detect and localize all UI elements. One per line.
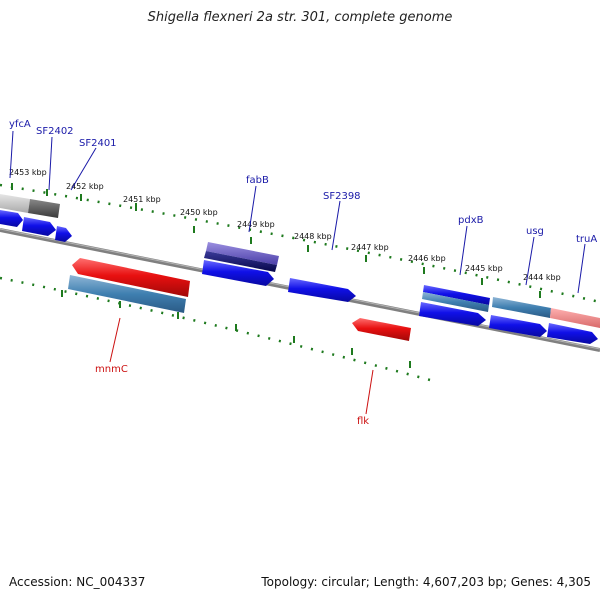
gene-block-pdxB[interactable] [419,302,486,326]
feature-block-grey[interactable] [0,194,30,213]
accession-text: Accession: NC_004337 [9,575,146,589]
gene-block-pdxB-top[interactable] [423,285,490,305]
gene-block-pdxB-mid[interactable] [422,292,489,312]
gene-label-mnmC[interactable]: mnmC [95,364,128,375]
scale-label: 2444 kbp [523,273,561,282]
gene-block-truA[interactable] [547,323,598,344]
gene-block-SF2402[interactable] [22,217,56,236]
gene-label-SF2401[interactable]: SF2401 [79,138,117,149]
gene-block-flk[interactable] [352,318,411,341]
scale-label: 2453 kbp [9,168,47,177]
gene-block-usg-top[interactable] [492,297,551,318]
gene-block-mnmC-under[interactable] [68,275,186,313]
scale-label: 2445 kbp [465,264,503,273]
gene-label-fabB[interactable]: fabB [246,175,269,186]
feature-blocks [0,194,600,344]
scale-labels: 2453 kbp 2452 kbp 2451 kbp 2450 kbp 2449… [9,168,561,282]
scale-label: 2451 kbp [123,195,161,204]
gene-block-truA-top[interactable] [550,308,600,328]
outer-major-ticks [11,183,541,298]
gene-block-fabB[interactable] [202,260,274,286]
gene-block-mnmC[interactable] [72,258,190,297]
gene-label-flk[interactable]: flk [357,416,369,427]
gene-label-usg[interactable]: usg [526,226,544,237]
leader-lines [9,130,586,415]
gene-block-fabB-top[interactable] [206,242,279,265]
gene-label-truA[interactable]: truA [576,234,597,245]
gene-label-pdxB[interactable]: pdxB [458,215,484,226]
gene-block-yfcA[interactable] [0,210,23,227]
map-title: Shigella flexneri 2a str. 301, complete … [147,10,453,25]
feature-block-dark[interactable] [28,199,60,218]
scale-label: 2446 kbp [408,254,446,263]
scale-label: 2447 kbp [351,243,389,252]
gene-label-yfcA[interactable]: yfcA [9,119,31,130]
gene-labels: yfcA SF2402 SF2401 fabB SF2398 pdxB usg … [9,119,597,427]
scale-label: 2449 kbp [237,220,275,229]
gene-label-SF2398[interactable]: SF2398 [323,191,361,202]
gene-label-SF2402[interactable]: SF2402 [36,126,74,137]
gene-block-usg[interactable] [489,315,547,337]
reverse-blocks [68,258,411,341]
gene-block-fabB-mid[interactable] [204,251,277,272]
inner-major-ticks [61,290,411,368]
gene-block-SF2401[interactable] [55,226,72,242]
gene-block-SF2398[interactable] [288,278,356,302]
inner-scale-line [0,276,431,382]
scale-label: 2452 kbp [66,182,104,191]
topology-text: Topology: circular; Length: 4,607,203 bp… [261,575,591,589]
scale-label: 2448 kbp [294,232,332,241]
scale-label: 2450 kbp [180,208,218,217]
